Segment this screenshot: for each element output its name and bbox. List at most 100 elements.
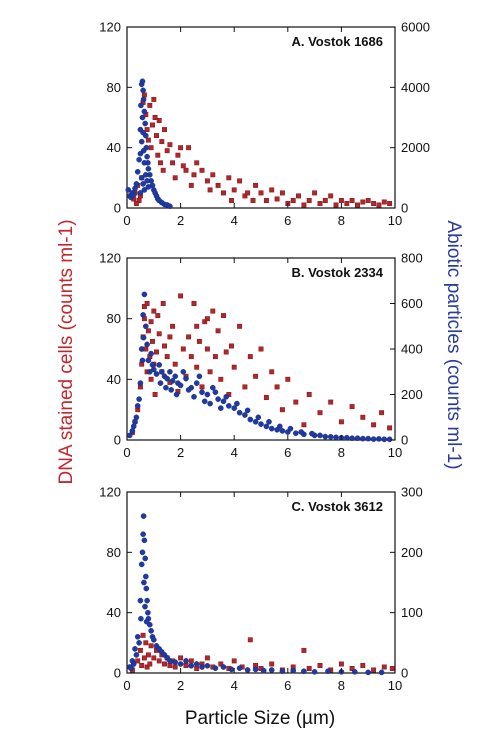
data-point-particles [292,430,299,437]
data-point-cells [245,190,251,196]
data-point-particles [140,96,147,103]
series-particles-b [126,291,393,443]
data-point-particles [327,433,334,440]
data-point-cells [258,190,264,196]
data-point-cells [156,331,162,337]
data-point-particles [236,409,243,416]
y-tick-label-left: 120 [99,251,121,266]
data-point-cells [178,145,184,151]
data-point-cells [360,414,366,420]
y-tick-label-left: 0 [114,666,121,681]
data-point-cells [231,187,237,193]
data-point-cells [160,301,166,306]
data-point-cells [389,666,395,671]
data-point-particles [231,405,237,411]
data-point-particles [279,428,286,434]
data-point-cells [231,364,237,370]
data-point-cells [158,160,163,166]
data-point-particles [140,87,146,94]
data-point-particles [220,664,227,670]
y-tick-label-right: 4000 [401,80,430,95]
data-point-cells [317,663,323,668]
data-point-cells [296,193,301,199]
data-point-cells [143,640,149,646]
data-point-particles [143,585,150,592]
data-point-particles [325,668,331,675]
y-tick-label-right: 0 [401,666,408,681]
data-point-particles [309,430,315,437]
data-point-particles [177,661,184,667]
data-point-particles [252,418,259,425]
data-point-cells [172,361,178,367]
data-point-particles [212,665,219,672]
y-axis-label-left: DNA stained cells (counts ml-1) [56,219,77,484]
data-point-cells [183,167,189,173]
data-point-particles [298,429,305,435]
data-point-cells [186,334,192,340]
data-point-particles [204,391,211,398]
data-point-cells [312,190,318,196]
data-point-particles [172,659,178,665]
y-tick-label-right: 2000 [401,140,430,155]
data-point-particles [247,416,254,423]
data-point-cells [151,96,157,102]
data-point-cells [379,410,385,416]
data-point-cells [274,196,280,202]
data-point-particles [137,380,144,386]
data-point-particles [140,312,146,318]
data-point-particles [266,418,272,425]
data-point-cells [279,407,285,413]
data-point-cells [237,323,243,329]
data-point-particles [244,407,251,414]
data-point-cells [180,163,186,169]
x-tick-label: 4 [231,445,238,460]
data-point-cells [376,202,382,208]
data-point-cells [144,664,150,670]
data-point-cells [344,201,350,206]
x-tick-label: 2 [177,445,184,460]
data-point-cells [349,198,355,203]
y-tick-label-right: 200 [401,387,423,402]
y-tick-label-right: 800 [401,251,423,266]
data-point-particles [263,423,270,430]
data-point-particles [199,664,205,670]
data-point-cells [170,323,176,329]
y-tick-label-left: 0 [114,433,121,448]
data-point-particles [168,387,174,393]
data-point-particles [381,436,388,443]
data-point-cells [202,319,208,325]
data-point-cells [150,338,155,344]
data-point-cells [237,178,243,184]
x-tick-label: 10 [388,678,402,693]
data-point-cells [194,666,200,671]
y-axis-label-right: Abiotic particles (counts ml-1) [443,220,464,469]
data-point-particles [185,387,192,393]
data-point-particles [234,400,240,407]
series-cells-a [131,92,393,208]
data-point-particles [139,549,146,556]
data-point-particles [138,561,145,568]
x-tick-label: 10 [388,445,402,460]
data-point-cells [269,661,275,667]
data-point-cells [204,655,210,661]
data-point-particles [141,579,147,586]
data-point-particles [317,432,323,439]
data-point-particles [137,150,144,157]
data-point-cells [279,190,285,196]
data-point-particles [130,191,137,198]
data-point-cells [188,182,194,188]
data-point-particles [258,421,264,427]
y-tick-label-left: 80 [107,80,121,95]
data-point-cells [159,139,165,145]
data-point-particles [167,203,173,209]
data-point-particles [311,669,318,675]
data-point-cells [150,122,155,128]
data-point-cells [207,369,213,375]
data-point-particles [191,393,197,400]
data-point-cells [207,187,213,193]
data-point-cells [162,661,167,667]
data-point-particles [145,609,151,616]
data-point-cells [135,658,141,664]
